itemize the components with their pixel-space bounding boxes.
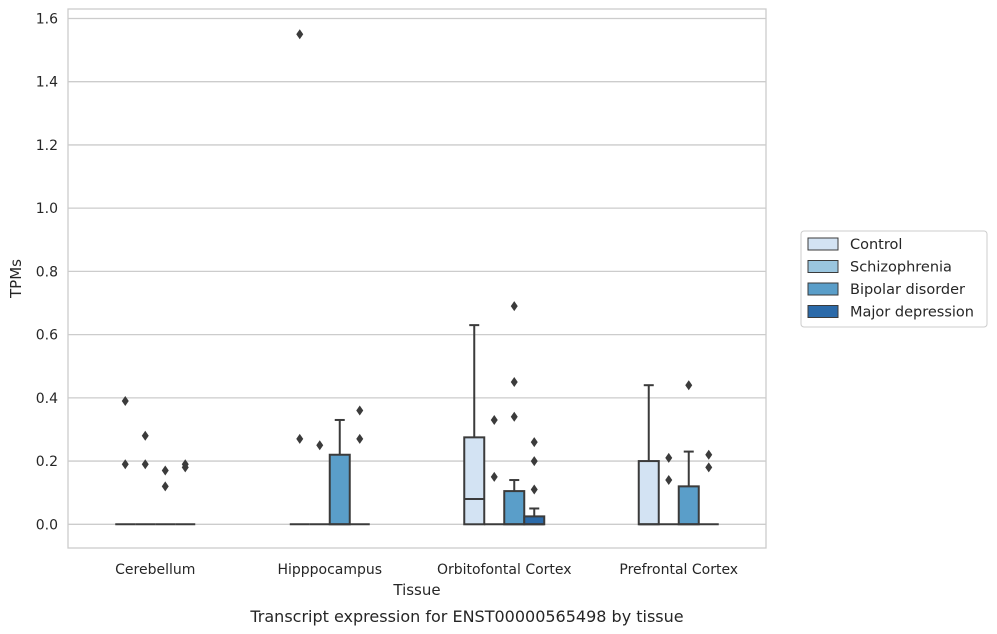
legend-label: Major depression: [850, 305, 974, 321]
box-group: [175, 459, 196, 526]
outlier-point: [356, 433, 364, 444]
box: [328, 453, 351, 526]
outlier-point: [161, 465, 169, 476]
box-group: [463, 324, 486, 526]
x-tick-label: Hipppocampus: [277, 562, 382, 578]
outlier-point: [121, 459, 129, 470]
box-group: [503, 301, 526, 526]
outlier-point: [530, 484, 538, 495]
legend-swatch: [807, 260, 839, 273]
box: [503, 490, 526, 526]
y-tick-label: 1.2: [36, 138, 58, 154]
y-tick-labels: 0.0 0.2 0.4 0.6 0.8 1.0 1.2 1.4 1.6: [36, 11, 58, 533]
box-group: [637, 384, 660, 526]
outlier-point: [296, 29, 304, 40]
box: [523, 515, 546, 526]
box-group: [289, 29, 310, 526]
box-group: [677, 380, 700, 526]
outlier-point: [510, 301, 518, 312]
x-axis-label: Tissue: [392, 581, 440, 599]
x-tick-label: Orbitofontal Cortex: [437, 562, 572, 578]
outlier-point: [316, 440, 324, 451]
legend-swatch: [807, 282, 839, 296]
outlier-point: [356, 405, 364, 416]
outlier-point: [530, 456, 538, 467]
legend-frame: [800, 230, 988, 328]
box: [677, 485, 700, 526]
y-tick-label: 1.6: [36, 11, 58, 27]
y-tick-label: 1.4: [36, 75, 58, 91]
outlier-point: [141, 459, 149, 470]
outlier-point: [705, 449, 713, 460]
x-tick-label: Prefrontal Cortex: [619, 562, 738, 578]
legend-swatch: [807, 237, 839, 251]
box-plots: [115, 29, 719, 526]
legend-label: Control: [850, 237, 902, 253]
y-tick-label: 0.6: [36, 328, 58, 344]
chart-caption: Transcript expression for ENST0000056549…: [249, 607, 683, 626]
legend: Control Schizophrenia Bipolar disorder Majo…: [800, 230, 988, 328]
legend-label: Schizophrenia: [850, 260, 952, 276]
outlier-point: [665, 452, 673, 463]
box: [463, 436, 486, 526]
x-tick-label: Cerebellum: [115, 562, 195, 578]
outlier-point: [296, 433, 304, 444]
box-group: [523, 437, 546, 526]
plot-area-frame: [67, 8, 767, 549]
box-group: [328, 418, 351, 526]
box-group: [698, 449, 719, 526]
box: [637, 460, 660, 526]
x-tick-labels: Cerebellum Hipppocampus Orbitofontal Corte…: [115, 562, 738, 578]
y-axis-label: TPMs: [7, 259, 25, 299]
box-group: [658, 452, 679, 526]
box-group: [309, 440, 330, 526]
box-group: [484, 414, 505, 526]
outlier-point: [141, 430, 149, 441]
outlier-point: [510, 411, 518, 422]
y-tick-label: 0.2: [36, 454, 58, 470]
y-tick-label: 0.8: [36, 264, 58, 280]
outlier-point: [665, 475, 673, 486]
legend-swatch: [807, 305, 839, 318]
outlier-point: [121, 396, 129, 406]
outlier-point: [490, 471, 498, 482]
grid-lines: [68, 17, 766, 525]
box-group: [135, 430, 156, 526]
outlier-point: [181, 462, 189, 473]
y-tick-label: 0.4: [36, 391, 58, 407]
legend-label: Bipolar disorder: [850, 282, 965, 298]
outlier-point: [490, 414, 498, 425]
outlier-point: [510, 377, 518, 388]
outlier-point: [530, 437, 538, 448]
outlier-point: [705, 462, 713, 473]
outlier-point: [685, 380, 693, 391]
outlier-point: [161, 481, 169, 492]
box-group: [115, 396, 136, 526]
box-group: [155, 465, 176, 526]
y-tick-label: 0.0: [36, 517, 58, 533]
box-group: [349, 405, 370, 526]
y-tick-label: 1.0: [36, 201, 58, 217]
